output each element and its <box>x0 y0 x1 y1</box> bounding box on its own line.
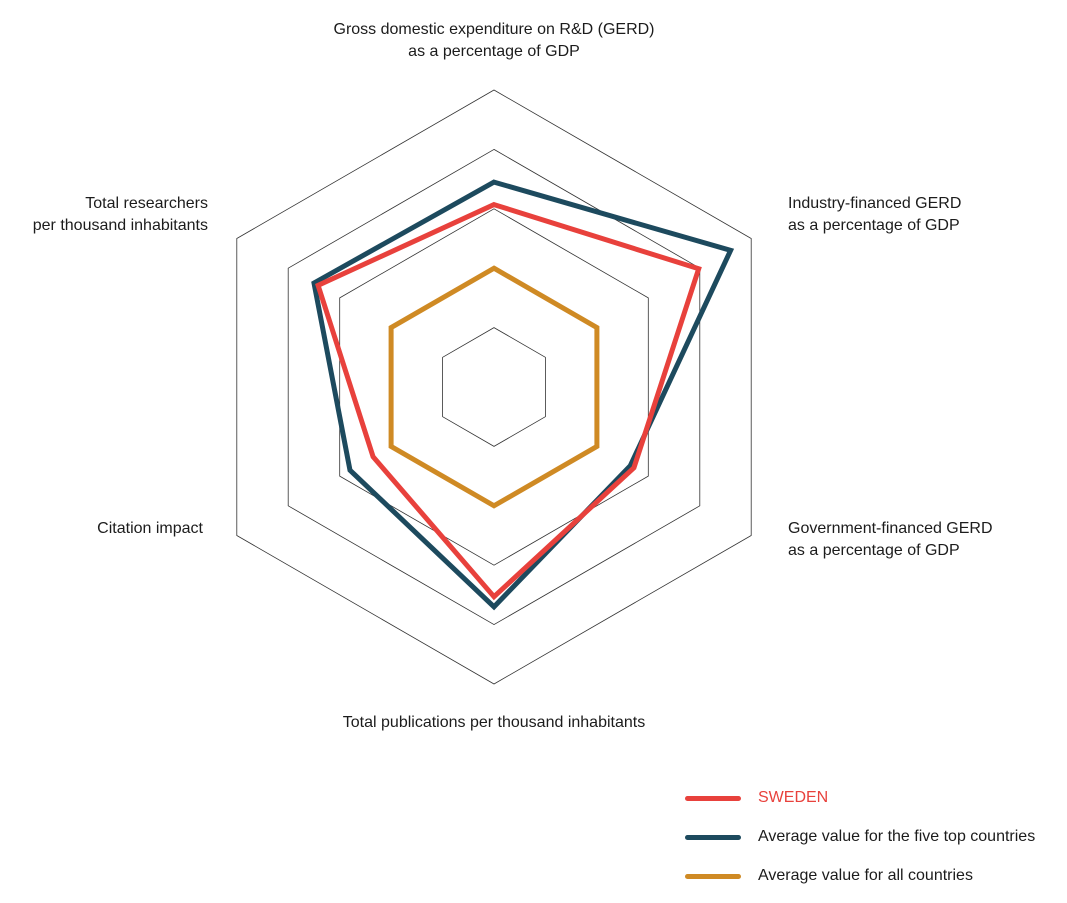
legend-swatch <box>685 834 741 840</box>
series-line-0 <box>315 201 702 601</box>
series-line-1 <box>311 179 735 611</box>
axis-label-line: Total researchers <box>85 195 208 212</box>
axis-label-line: Citation impact <box>97 520 203 537</box>
legend-item-top-five: Average value for the five top countries <box>685 825 1035 849</box>
legend-swatch <box>685 873 741 879</box>
axis-label-industry-gerd: Industry-financed GERD as a percentage o… <box>788 193 961 237</box>
grid-ring <box>236 89 752 685</box>
axis-label-citation-impact: Citation impact <box>97 518 203 540</box>
grid-ring <box>442 327 546 447</box>
legend: SWEDEN Average value for the five top co… <box>685 786 1035 903</box>
axis-label-line: as a percentage of GDP <box>788 542 960 559</box>
legend-item-all-countries: Average value for all countries <box>685 864 1035 888</box>
series-layer <box>311 179 735 611</box>
axis-label-gerd: Gross domestic expenditure on R&D (GERD)… <box>294 19 694 63</box>
axis-label-line: Gross domestic expenditure on R&D (GERD) <box>333 21 655 38</box>
legend-label: Average value for all countries <box>758 867 973 884</box>
axis-label-line: Total publications per thousand inhabita… <box>342 714 646 731</box>
axis-label-line: Government-financed GERD <box>788 520 993 537</box>
axis-label-publications: Total publications per thousand inhabita… <box>294 712 694 734</box>
legend-item-sweden: SWEDEN <box>685 786 1035 810</box>
grid-ring <box>339 208 649 566</box>
legend-swatch <box>685 795 741 801</box>
legend-label: Average value for the five top countries <box>758 828 1036 845</box>
axis-label-line: as a percentage of GDP <box>788 217 960 234</box>
axis-label-line: per thousand inhabitants <box>32 217 208 234</box>
radar-chart <box>236 89 752 685</box>
axis-label-researchers: Total researchers per thousand inhabitan… <box>33 193 208 237</box>
legend-label: SWEDEN <box>758 789 829 806</box>
axis-label-line: Industry-financed GERD <box>788 195 962 212</box>
series-line-2 <box>388 265 600 509</box>
axis-label-government-gerd: Government-financed GERD as a percentage… <box>788 518 993 562</box>
grid-ring <box>390 267 598 507</box>
axis-label-line: as a percentage of GDP <box>408 43 580 60</box>
